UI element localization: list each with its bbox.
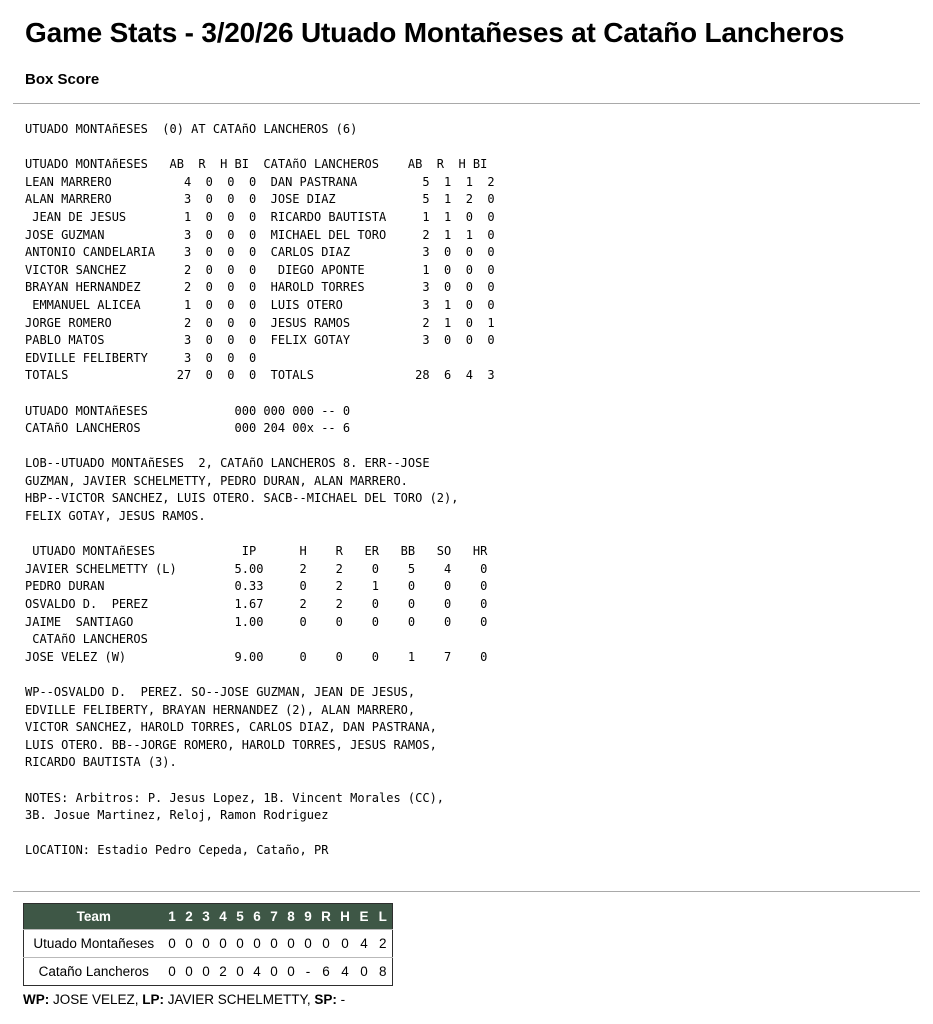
linescore-value-cell: 0 bbox=[163, 957, 181, 986]
linescore-value-cell: 4 bbox=[335, 957, 355, 986]
linescore-header-cell: R bbox=[321, 908, 331, 924]
linescore-value-cell: 4 bbox=[354, 929, 374, 958]
linescore-value-cell: 8 bbox=[373, 957, 393, 986]
linescore-header-cell: 8 bbox=[287, 908, 295, 924]
page-title: Game Stats - 3/20/26 Utuado Montañeses a… bbox=[25, 17, 845, 48]
linescore-header-cell: E bbox=[359, 908, 369, 924]
box-score-text: UTUADO MONTAñESES (0) AT CATAñO LANCHERO… bbox=[25, 122, 495, 858]
linescore-table: Team 1 2 3 4 5 6 7 8 9 R H E L Utuado Montañeses 0 0 0 0 0… bbox=[23, 902, 393, 986]
lp-value: JAVIER SCHELMETTY, bbox=[164, 991, 315, 1007]
linescore-value-cell: 0 bbox=[316, 929, 336, 958]
linescore-header-cell: 4 bbox=[219, 908, 227, 924]
linescore-value-cell: 0 bbox=[180, 929, 198, 958]
linescore-header-cell: L bbox=[378, 908, 387, 924]
linescore-value-cell: 0 bbox=[214, 929, 232, 958]
linescore-value-cell: 0 bbox=[354, 957, 374, 986]
linescore-value-cell: 0 bbox=[163, 929, 181, 958]
wp-value: JOSE VELEZ, bbox=[49, 991, 143, 1007]
linescore-value-cell: 0 bbox=[265, 957, 283, 986]
linescore-value-cell: 0 bbox=[282, 929, 300, 958]
linescore-header-cell: 6 bbox=[253, 908, 261, 924]
linescore-value-cell: 2 bbox=[373, 929, 393, 958]
linescore-row: Utuado Montañeses 0 0 0 0 0 0 0 0 0 0 0 4 2 bbox=[23, 929, 393, 958]
linescore-value-cell: 0 bbox=[231, 929, 249, 958]
linescore-header-cell: H bbox=[340, 908, 350, 924]
linescore-value-cell: 0 bbox=[282, 957, 300, 986]
sp-label: SP: bbox=[314, 991, 337, 1007]
linescore-value-cell: 0 bbox=[180, 957, 198, 986]
linescore-team-cell: Cataño Lancheros bbox=[23, 957, 164, 986]
linescore-value-cell: 6 bbox=[316, 957, 336, 986]
linescore-value-cell: 2 bbox=[214, 957, 232, 986]
linescore-value-cell: 4 bbox=[248, 957, 266, 986]
lp-label: LP: bbox=[142, 991, 165, 1007]
linescore-value-cell: 0 bbox=[248, 929, 266, 958]
linescore-header-row: Team 1 2 3 4 5 6 7 8 9 R H E L bbox=[23, 903, 393, 930]
linescore-header-cell: 3 bbox=[202, 908, 210, 924]
linescore-row: Cataño Lancheros 0 0 0 2 0 4 0 0-6 4 0 8 bbox=[23, 957, 393, 986]
linescore-header-cell: 5 bbox=[236, 908, 244, 924]
linescore-value-cell: 0 bbox=[335, 929, 355, 958]
page: Game Stats - 3/20/26 Utuado Montañeses a… bbox=[0, 16, 933, 1008]
linescore-value-cell: 0 bbox=[197, 957, 215, 986]
linescore-value-cell: 0 bbox=[299, 929, 317, 958]
linescore-header-cell: 7 bbox=[270, 908, 278, 924]
linescore-header-cell: 9 bbox=[304, 908, 312, 924]
divider-bottom bbox=[13, 890, 920, 892]
pitchers-of-record: WP: JOSE VELEZ, LP: JAVIER SCHELMETTY, S… bbox=[23, 991, 920, 1008]
linescore-value-cell: - bbox=[299, 957, 317, 986]
linescore-header-cell: Team bbox=[76, 908, 111, 924]
linescore-value-cell: 0 bbox=[197, 929, 215, 958]
divider-top bbox=[13, 103, 920, 104]
sp-value: - bbox=[336, 991, 346, 1007]
section-title: Box Score bbox=[25, 71, 100, 88]
linescore-team-cell: Utuado Montañeses bbox=[23, 929, 164, 958]
linescore-value-cell: 0 bbox=[265, 929, 283, 958]
linescore-value-cell: 0 bbox=[231, 957, 249, 986]
wp-label: WP: bbox=[23, 991, 50, 1007]
linescore-header-cell: 1 bbox=[168, 908, 176, 924]
linescore-body: Utuado Montañeses 0 0 0 0 0 0 0 0 0 0 0 4 2 Cataño Lan… bbox=[23, 929, 393, 986]
linescore-header-cell: 2 bbox=[185, 908, 193, 924]
